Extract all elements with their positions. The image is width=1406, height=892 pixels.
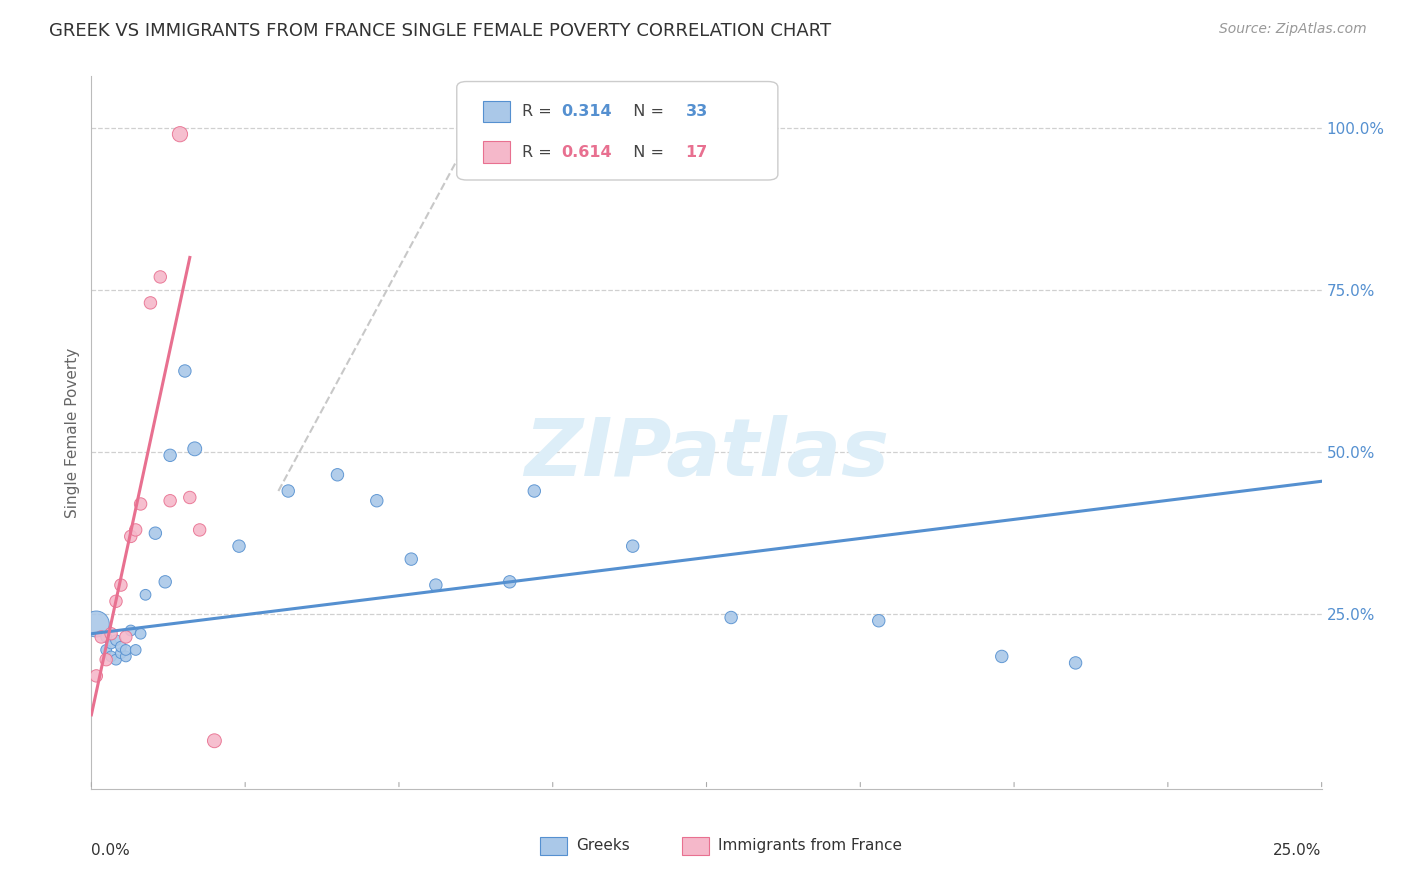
Point	[990, 649, 1012, 664]
Point	[100, 626, 122, 640]
Point	[149, 269, 172, 284]
Point	[100, 636, 122, 650]
Point	[169, 127, 191, 141]
Point	[153, 574, 177, 589]
Text: R =: R =	[522, 104, 557, 119]
Point	[120, 529, 142, 543]
Point	[96, 653, 117, 667]
Point	[110, 646, 132, 660]
Point	[105, 653, 127, 667]
Point	[188, 523, 211, 537]
Y-axis label: Single Female Poverty: Single Female Poverty	[65, 348, 80, 517]
Text: 0.0%: 0.0%	[91, 843, 131, 858]
Point	[1064, 656, 1087, 670]
Point	[720, 610, 742, 624]
Text: Source: ZipAtlas.com: Source: ZipAtlas.com	[1219, 22, 1367, 37]
Point	[110, 578, 132, 592]
Text: Greeks: Greeks	[576, 838, 630, 854]
Point	[110, 640, 132, 654]
Text: 25.0%: 25.0%	[1274, 843, 1322, 858]
Point	[86, 669, 108, 683]
Point	[228, 539, 250, 553]
Point	[183, 442, 207, 456]
Point	[100, 649, 122, 664]
Point	[277, 483, 299, 498]
Point	[159, 493, 181, 508]
Point	[105, 594, 127, 608]
Text: R =: R =	[522, 145, 557, 160]
Point	[90, 630, 112, 644]
Text: 0.314: 0.314	[561, 104, 612, 119]
Text: Immigrants from France: Immigrants from France	[717, 838, 901, 854]
Point	[96, 643, 117, 657]
FancyBboxPatch shape	[682, 838, 709, 855]
Text: 0.614: 0.614	[561, 145, 612, 160]
Text: N =: N =	[623, 145, 669, 160]
Point	[366, 493, 388, 508]
Point	[96, 630, 117, 644]
Point	[621, 539, 644, 553]
Point	[135, 588, 156, 602]
Point	[868, 614, 890, 628]
Point	[124, 643, 146, 657]
Point	[174, 364, 197, 378]
Text: GREEK VS IMMIGRANTS FROM FRANCE SINGLE FEMALE POVERTY CORRELATION CHART: GREEK VS IMMIGRANTS FROM FRANCE SINGLE F…	[49, 22, 831, 40]
Point	[139, 296, 162, 310]
FancyBboxPatch shape	[457, 81, 778, 180]
Text: 33: 33	[686, 104, 707, 119]
Point	[425, 578, 447, 592]
Point	[498, 574, 520, 589]
Point	[145, 526, 166, 541]
Text: ZIPatlas: ZIPatlas	[524, 415, 889, 493]
FancyBboxPatch shape	[482, 101, 509, 122]
Point	[114, 649, 138, 664]
Text: N =: N =	[623, 104, 669, 119]
FancyBboxPatch shape	[540, 838, 568, 855]
Point	[326, 467, 349, 482]
Point	[523, 483, 546, 498]
Point	[114, 643, 138, 657]
Point	[202, 733, 225, 747]
Point	[114, 630, 138, 644]
Text: 17: 17	[686, 145, 707, 160]
Point	[124, 523, 146, 537]
FancyBboxPatch shape	[482, 142, 509, 163]
Point	[86, 617, 108, 632]
Point	[120, 624, 142, 638]
Point	[105, 633, 127, 648]
Point	[129, 626, 152, 640]
Point	[159, 448, 181, 462]
Point	[399, 552, 422, 566]
Point	[129, 497, 152, 511]
Point	[179, 491, 201, 505]
